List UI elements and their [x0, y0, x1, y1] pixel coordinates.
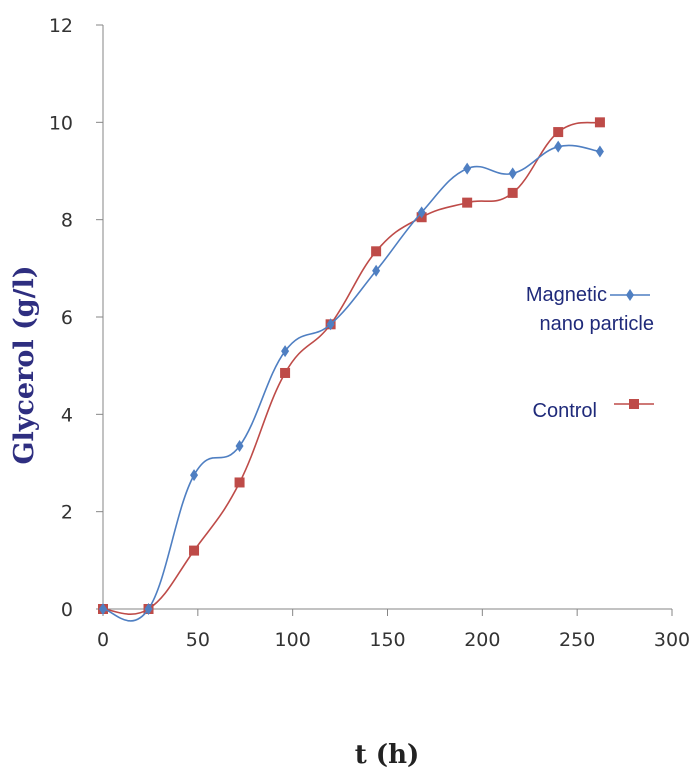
x-tick-label: 100 [275, 629, 311, 651]
series-layer [98, 117, 605, 622]
data-point [235, 439, 244, 452]
legend-label: nano particle [539, 313, 654, 335]
x-axis-ticks: 0 50 100 150 200 250 300 [97, 609, 690, 651]
y-tick-label: 4 [61, 404, 73, 426]
x-tick-label: 200 [464, 629, 500, 651]
y-tick-label: 6 [61, 307, 73, 329]
data-point [554, 140, 563, 153]
y-tick-label: 10 [49, 112, 73, 134]
series-line [102, 144, 601, 622]
data-point [190, 469, 199, 482]
data-point [280, 367, 291, 378]
data-point [595, 145, 604, 158]
data-point [463, 162, 472, 175]
data-point [372, 264, 381, 277]
y-tick-label: 12 [49, 15, 73, 37]
x-tick-label: 50 [186, 629, 210, 651]
data-point [417, 206, 426, 219]
series-magnetic-nano-particle [99, 140, 604, 622]
data-point [281, 345, 290, 358]
legend-item: Control [533, 399, 654, 422]
data-point [189, 545, 200, 556]
data-point [144, 603, 153, 615]
series-line [102, 121, 601, 615]
data-point [508, 167, 517, 180]
data-point [371, 246, 382, 257]
legend-marker [626, 289, 634, 301]
x-tick-label: 0 [97, 629, 109, 651]
data-point [507, 187, 518, 198]
y-axis-label: Glycerol (g/l) [9, 265, 40, 464]
y-tick-label: 8 [61, 210, 73, 232]
legend-label: Control [533, 400, 597, 422]
legend: Magnetic nano particle Control [526, 284, 654, 422]
data-point [326, 318, 335, 331]
series-control [98, 117, 605, 615]
y-axis-ticks: 0 2 4 6 8 10 12 [49, 15, 103, 621]
y-tick-label: 0 [61, 599, 73, 621]
data-point [594, 117, 605, 128]
x-axis-label: t (h) [355, 740, 420, 770]
x-tick-label: 300 [654, 629, 690, 651]
x-tick-label: 250 [559, 629, 595, 651]
legend-label: Magnetic [526, 284, 607, 306]
data-point [99, 603, 107, 615]
data-point [553, 127, 564, 138]
legend-marker [629, 399, 639, 409]
data-point [234, 477, 245, 488]
data-point [462, 197, 473, 208]
x-tick-label: 150 [369, 629, 405, 651]
y-tick-label: 2 [61, 502, 73, 524]
legend-item: Magnetic nano particle [526, 284, 654, 335]
